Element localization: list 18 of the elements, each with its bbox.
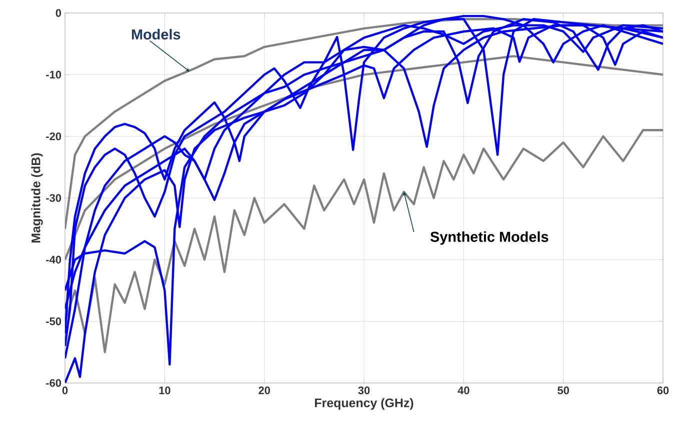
x-tick-label: 0 — [62, 386, 68, 394]
x-tick-label: 50 — [558, 386, 569, 394]
annotation: Models — [132, 28, 180, 40]
y-tick-label: -50 — [46, 317, 62, 326]
y-tick-label: -30 — [46, 194, 62, 202]
x-tick-label: 30 — [358, 386, 370, 394]
annotation: Synthetic Models — [430, 231, 548, 245]
x-tick-label: 40 — [458, 386, 470, 394]
x-tick-label: 60 — [657, 386, 669, 394]
x-tick-label: 10 — [159, 386, 170, 394]
y-tick-label: -20 — [46, 132, 62, 140]
y-axis-title: Magnitude (dB) — [31, 153, 43, 242]
y-tick-label: -10 — [46, 70, 62, 79]
y-tick-label: -40 — [46, 256, 62, 264]
x-tick-label: 20 — [258, 386, 270, 394]
y-tick-label: -60 — [46, 379, 62, 387]
y-tick-label: 0 — [56, 9, 62, 17]
x-axis-title: Frequency (GHz) — [315, 398, 414, 410]
